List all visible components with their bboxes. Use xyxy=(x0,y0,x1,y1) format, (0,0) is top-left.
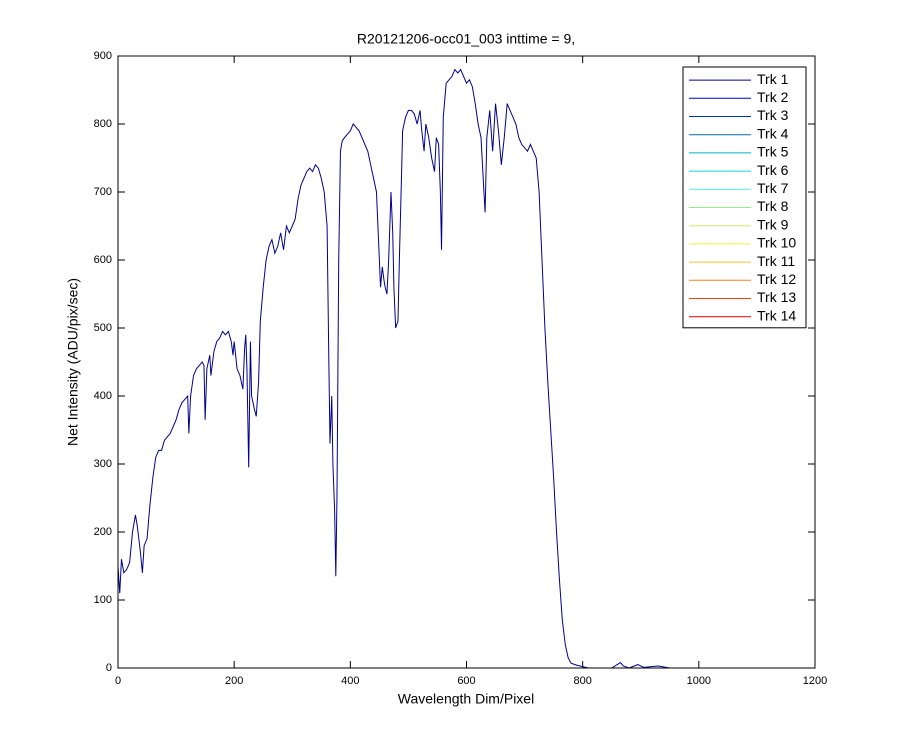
legend-label: Trk 2 xyxy=(757,89,789,105)
y-axis-label: Net Intensity (ADU/pix/sec) xyxy=(65,278,81,446)
y-tick-label: 200 xyxy=(94,526,112,538)
legend-label: Trk 8 xyxy=(757,198,789,214)
legend-label: Trk 6 xyxy=(757,162,789,178)
legend-label: Trk 7 xyxy=(757,180,789,196)
legend-label: Trk 3 xyxy=(757,107,789,123)
legend-box xyxy=(682,66,807,329)
legend: Trk 1 Trk 2 Trk 3 Trk 4 Trk 5 Trk 6 Trk 7 Trk 8… xyxy=(682,66,807,329)
y-tick-label: 100 xyxy=(94,594,112,606)
x-tick-label: 0 xyxy=(115,675,121,687)
plot-frame xyxy=(117,55,816,669)
y-tick-label: 300 xyxy=(94,458,112,470)
y-tick-label: 0 xyxy=(106,662,112,674)
legend-label: Trk 11 xyxy=(757,253,795,269)
x-tick-label: 400 xyxy=(341,675,359,687)
legend-label: Trk 5 xyxy=(757,144,789,160)
legend-label: Trk 13 xyxy=(757,289,796,305)
x-tick-label: 1200 xyxy=(803,675,827,687)
x-tick-label: 200 xyxy=(225,675,243,687)
y-tick-label: 400 xyxy=(94,390,112,402)
x-tick-label: 1000 xyxy=(687,675,711,687)
y-tick-label: 700 xyxy=(94,186,112,198)
legend-label: Trk 14 xyxy=(757,307,796,323)
legend-label: Trk 4 xyxy=(757,125,789,141)
x-tick-label: 600 xyxy=(457,675,475,687)
legend-label: Trk 10 xyxy=(757,235,796,251)
y-tick-label: 600 xyxy=(94,254,112,266)
y-tick-label: 500 xyxy=(94,322,112,334)
y-tick-label: 800 xyxy=(94,118,112,130)
legend-label: Trk 1 xyxy=(757,71,789,87)
series-line xyxy=(117,68,713,669)
x-axis-label: Wavelength Dim/Pixel xyxy=(398,691,534,707)
y-tick-label: 900 xyxy=(94,50,112,62)
legend-label: Trk 9 xyxy=(757,216,789,232)
chart-title: R20121206-occ01_003 inttime = 9, xyxy=(357,31,575,47)
legend-label: Trk 12 xyxy=(757,271,796,287)
x-tick-label: 800 xyxy=(573,675,591,687)
